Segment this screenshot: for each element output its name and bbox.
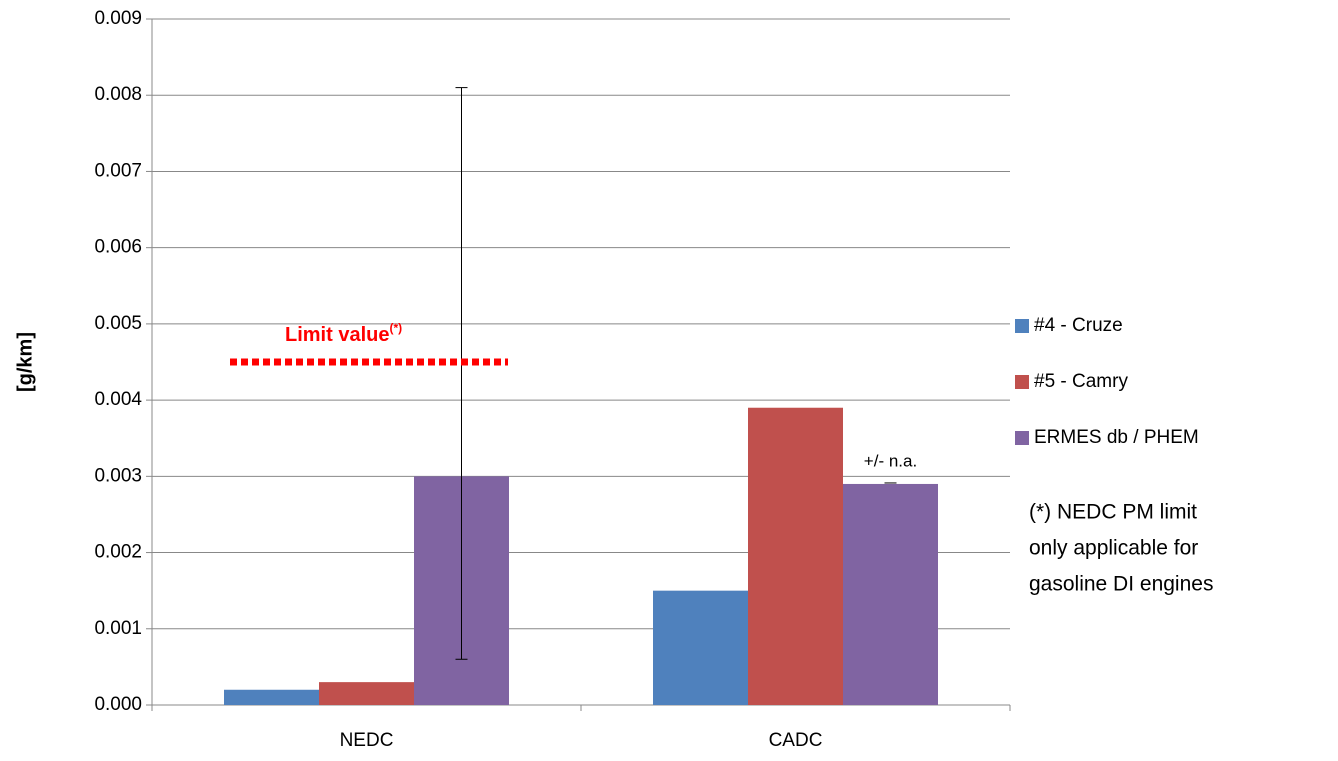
footnote: (*) NEDC PM limit [1029, 501, 1197, 524]
legend-label: #5 - Camry [1034, 371, 1128, 392]
bar [653, 590, 748, 705]
limit-label-sup: (*) [389, 321, 402, 335]
y-tick-label: 0.005 [94, 313, 142, 334]
y-tick-label: 0.008 [94, 84, 142, 105]
y-tick-label: 0.004 [94, 389, 142, 410]
limit-label: Limit value(*) [285, 321, 402, 346]
legend-swatch [1015, 375, 1029, 389]
bar [843, 483, 938, 705]
footnote: only applicable for [1029, 537, 1198, 560]
x-tick-label: NEDC [340, 730, 394, 751]
bar [224, 689, 319, 705]
legend-label: #4 - Cruze [1034, 315, 1123, 336]
legend-swatch [1015, 319, 1029, 333]
legend-swatch [1015, 431, 1029, 445]
y-tick-label: 0.009 [94, 8, 142, 29]
y-tick-label: 0.003 [94, 465, 142, 486]
bar [319, 682, 414, 705]
bar [748, 407, 843, 705]
error-bar [455, 87, 468, 660]
limit-label-text: Limit value [285, 324, 389, 346]
y-axis-label: [g/km] [14, 332, 36, 392]
y-tick-label: 0.000 [94, 694, 142, 715]
x-tick-label: CADC [769, 730, 823, 751]
footnote: gasoline DI engines [1029, 573, 1213, 596]
y-tick-label: 0.001 [94, 618, 142, 639]
legend-label: ERMES db / PHEM [1034, 427, 1199, 448]
na-note: +/- n.a. [864, 451, 917, 470]
y-tick-label: 0.006 [94, 237, 142, 258]
y-tick-label: 0.002 [94, 542, 142, 563]
y-tick-label: 0.007 [94, 160, 142, 181]
